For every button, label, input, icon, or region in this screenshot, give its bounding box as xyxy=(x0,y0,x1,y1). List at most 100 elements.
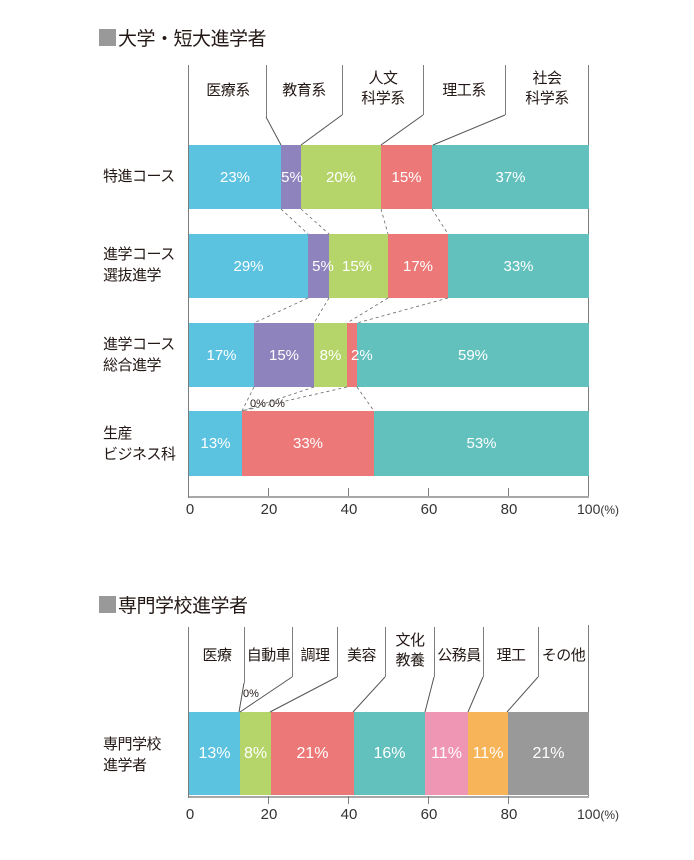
category-text: 文化 xyxy=(395,631,425,649)
category-text: 科学系 xyxy=(361,89,405,107)
axis-unit: (%) xyxy=(600,503,620,517)
category-text: 自動車 xyxy=(246,646,291,664)
row-label-text: 進学コース xyxy=(103,335,175,353)
segment-other xyxy=(508,712,589,795)
row-label-text: ビジネス科 xyxy=(103,445,176,463)
zero-percent-note: 0% xyxy=(243,688,259,700)
segment-social-science xyxy=(374,411,589,476)
category-text: 理工系 xyxy=(442,81,486,99)
chart1-bar-row: 13% 33% 53% xyxy=(189,411,589,476)
row-label-text: 生産 xyxy=(103,424,133,442)
chart1-left-axis xyxy=(188,65,189,498)
segment-value: 33% xyxy=(503,257,534,275)
chart1-x-axis xyxy=(189,496,589,498)
axis-tick-label: 60 xyxy=(420,501,438,518)
axis-unit: (%) xyxy=(600,808,620,822)
segment-value: 23% xyxy=(219,168,251,186)
chart2-header-divider xyxy=(337,627,338,677)
chart2-category-label: 調理 xyxy=(293,645,337,665)
segment-value: 37% xyxy=(495,168,526,186)
chart1-category-label: 教育系 xyxy=(268,80,340,100)
segment-value: 17% xyxy=(402,257,434,275)
row-label-text: 進学者 xyxy=(103,756,147,774)
category-text: 教育系 xyxy=(282,81,326,99)
chart1-row-label: 進学コース 選抜進学 xyxy=(103,244,175,286)
segment-culture xyxy=(354,712,425,795)
chart2-header-divider xyxy=(483,627,484,677)
category-text: その他 xyxy=(541,646,586,664)
row-label-text: 総合進学 xyxy=(103,356,162,374)
segment-education xyxy=(281,145,301,209)
segment-science-engineering xyxy=(381,145,432,209)
axis-tick xyxy=(508,796,509,804)
chart2-title: 専門学校進学者 xyxy=(99,591,248,618)
chart1-header-divider xyxy=(505,65,506,115)
axis-tick xyxy=(268,796,269,804)
category-text: 科学系 xyxy=(525,89,569,107)
axis-tick xyxy=(428,796,429,804)
segment-medical xyxy=(189,411,242,476)
axis-tick xyxy=(428,488,429,496)
segment-social-science xyxy=(448,234,589,298)
chart2-category-label: その他 xyxy=(539,645,588,665)
segment-value: 33% xyxy=(292,435,324,452)
segment-value: 15% xyxy=(268,346,300,364)
segment-social-science xyxy=(357,323,589,387)
chart1-category-label: 社会 科学系 xyxy=(507,68,587,108)
segment-value: 21% xyxy=(296,744,329,762)
axis-tick-label: 60 xyxy=(420,806,438,823)
chart2-right-border xyxy=(588,625,589,798)
chart1-bar-row: 17% 15% 8% 2% 59% xyxy=(189,323,589,387)
segment-education xyxy=(308,234,329,298)
segment-value: 13% xyxy=(200,435,231,452)
segment-humanities xyxy=(301,145,381,209)
segment-value: 5% xyxy=(281,168,303,186)
segment-science-engineering xyxy=(388,234,448,298)
segment-humanities xyxy=(329,234,388,298)
axis-tick xyxy=(348,488,349,496)
category-text: 医療 xyxy=(202,646,232,664)
segment-medical xyxy=(189,145,281,209)
chart2-header-divider xyxy=(538,627,539,677)
segment-medical xyxy=(189,323,254,387)
segment-medical xyxy=(189,712,240,795)
chart2-title-text: 専門学校進学者 xyxy=(118,595,248,617)
row-label-text: 特進コース xyxy=(103,167,175,185)
segment-value: 53% xyxy=(466,435,497,452)
chart1-category-label: 医療系 xyxy=(192,80,264,100)
segment-medical xyxy=(189,234,308,298)
axis-max-label: 100(%) xyxy=(577,806,619,822)
chart2-category-label: 公務員 xyxy=(435,645,483,665)
segment-civil-service xyxy=(425,712,468,795)
segment-value: 21% xyxy=(532,744,565,762)
chart1-category-label: 理工系 xyxy=(425,80,503,100)
segment-value: 17% xyxy=(206,346,237,364)
chart2-category-label: 美容 xyxy=(338,645,385,665)
axis-tick-label: 20 xyxy=(260,501,278,518)
chart1-row-label: 生産 ビジネス科 xyxy=(103,423,176,465)
axis-tick-label: 0 xyxy=(185,806,195,823)
axis-tick xyxy=(348,796,349,804)
chart1-title: 大学・短大進学者 xyxy=(99,24,267,51)
axis-tick-label: 40 xyxy=(340,501,358,518)
segment-value: 13% xyxy=(198,744,231,762)
segment-value: 8% xyxy=(243,744,268,762)
chart2-category-label: 理工 xyxy=(484,645,538,665)
chart2-x-axis xyxy=(189,796,589,798)
segment-value: 29% xyxy=(233,257,264,275)
segment-science-engineering xyxy=(242,411,374,476)
chart1-header-divider xyxy=(342,65,343,115)
segment-value: 11% xyxy=(431,744,462,762)
row-label-text: 進学コース xyxy=(103,245,175,263)
row-label-text: 専門学校 xyxy=(103,735,162,753)
chart1-row-label: 進学コース 総合進学 xyxy=(103,334,175,376)
category-text: 公務員 xyxy=(437,646,481,664)
axis-tick-label: 40 xyxy=(340,806,358,823)
axis-max-label: 100(%) xyxy=(577,501,619,517)
axis-tick-label: 100 xyxy=(577,806,601,822)
segment-value: 20% xyxy=(325,168,357,186)
segment-value: 8% xyxy=(319,346,342,364)
chart1-bar-row: 29% 5% 15% 17% 33% xyxy=(189,234,589,298)
chart1-row-label: 特進コース xyxy=(103,166,175,187)
title-square-icon xyxy=(99,29,116,46)
